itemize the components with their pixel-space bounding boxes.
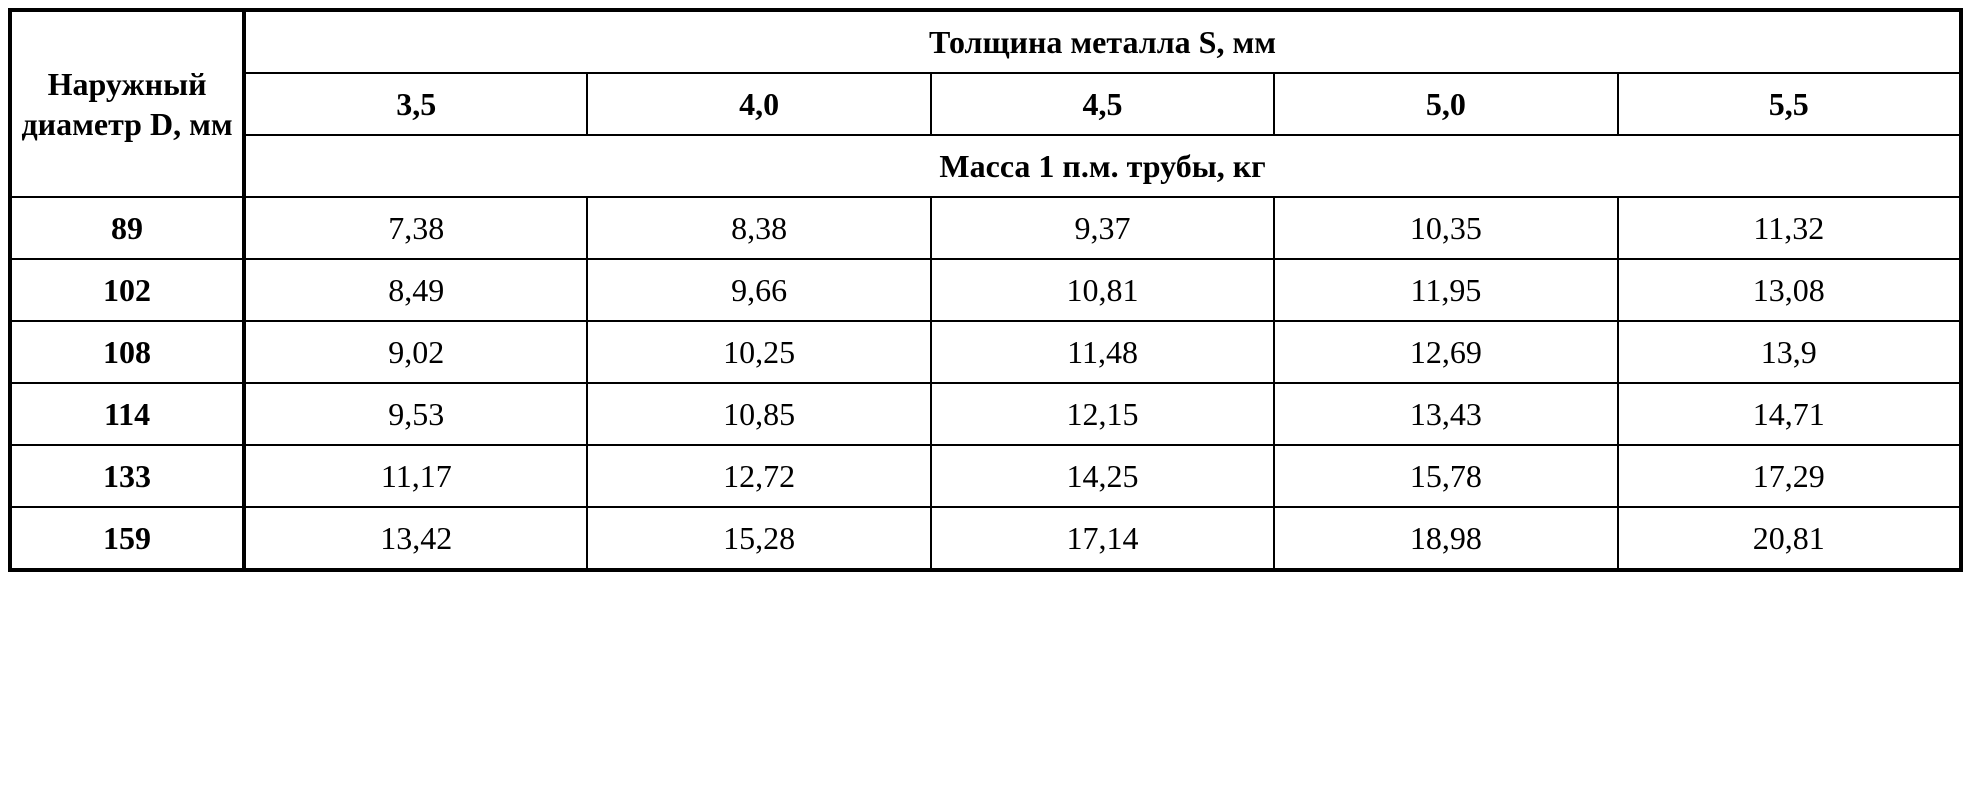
- table-row: 114 9,53 10,85 12,15 13,43 14,71: [10, 383, 1961, 445]
- row-header: 159: [10, 507, 244, 570]
- table-cell: 15,28: [587, 507, 930, 570]
- table-cell: 11,17: [244, 445, 587, 507]
- table-cell: 13,42: [244, 507, 587, 570]
- table-cell: 7,38: [244, 197, 587, 259]
- col-header-0: 3,5: [244, 73, 587, 135]
- table-row: 159 13,42 15,28 17,14 18,98 20,81: [10, 507, 1961, 570]
- table-cell: 12,69: [1274, 321, 1617, 383]
- table-row: 133 11,17 12,72 14,25 15,78 17,29: [10, 445, 1961, 507]
- row-header-title: Наружный диаметр D, мм: [10, 10, 244, 197]
- table-cell: 18,98: [1274, 507, 1617, 570]
- table-row: 102 8,49 9,66 10,81 11,95 13,08: [10, 259, 1961, 321]
- table-row: 108 9,02 10,25 11,48 12,69 13,9: [10, 321, 1961, 383]
- table-cell: 20,81: [1618, 507, 1961, 570]
- row-header: 114: [10, 383, 244, 445]
- row-header: 102: [10, 259, 244, 321]
- row-header: 108: [10, 321, 244, 383]
- table-cell: 10,81: [931, 259, 1274, 321]
- top-header-title: Толщина металла S, мм: [244, 10, 1961, 73]
- table-cell: 10,85: [587, 383, 930, 445]
- table-cell: 8,38: [587, 197, 930, 259]
- table-row: 89 7,38 8,38 9,37 10,35 11,32: [10, 197, 1961, 259]
- col-header-1: 4,0: [587, 73, 930, 135]
- table-cell: 13,43: [1274, 383, 1617, 445]
- table-cell: 13,9: [1618, 321, 1961, 383]
- col-header-3: 5,0: [1274, 73, 1617, 135]
- table-cell: 9,53: [244, 383, 587, 445]
- table-cell: 11,48: [931, 321, 1274, 383]
- table-cell: 8,49: [244, 259, 587, 321]
- row-header: 89: [10, 197, 244, 259]
- table-cell: 10,35: [1274, 197, 1617, 259]
- table-cell: 14,25: [931, 445, 1274, 507]
- table-cell: 9,37: [931, 197, 1274, 259]
- table-cell: 11,95: [1274, 259, 1617, 321]
- table-cell: 13,08: [1618, 259, 1961, 321]
- table-cell: 15,78: [1274, 445, 1617, 507]
- row-header: 133: [10, 445, 244, 507]
- table-cell: 17,14: [931, 507, 1274, 570]
- table-cell: 12,72: [587, 445, 930, 507]
- table-cell: 9,02: [244, 321, 587, 383]
- table-cell: 12,15: [931, 383, 1274, 445]
- col-header-4: 5,5: [1618, 73, 1961, 135]
- col-header-2: 4,5: [931, 73, 1274, 135]
- table-cell: 10,25: [587, 321, 930, 383]
- pipe-mass-table: Наружный диаметр D, мм Толщина металла S…: [8, 8, 1963, 572]
- table-cell: 9,66: [587, 259, 930, 321]
- table-cell: 17,29: [1618, 445, 1961, 507]
- table-cell: 14,71: [1618, 383, 1961, 445]
- table-cell: 11,32: [1618, 197, 1961, 259]
- sub-header-title: Масса 1 п.м. трубы, кг: [244, 135, 1961, 197]
